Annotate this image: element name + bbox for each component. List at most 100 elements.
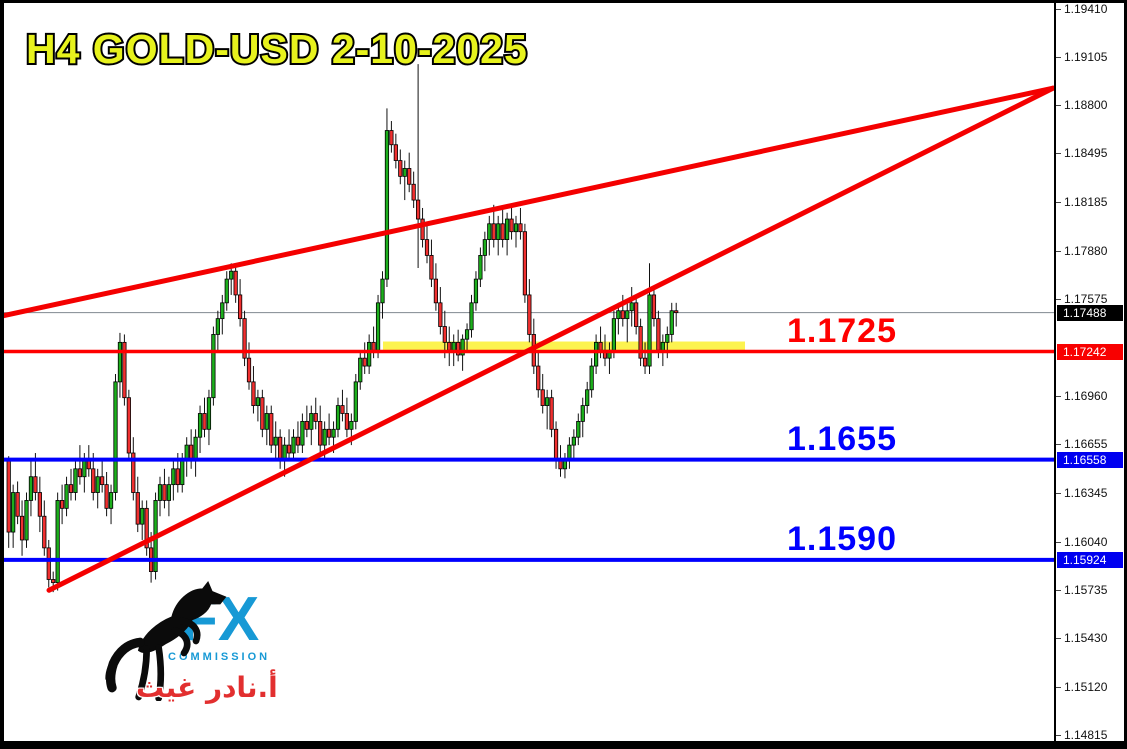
bear-candle-body: [540, 389, 545, 406]
bull-candle-body: [496, 223, 501, 240]
bull-candle-body: [451, 341, 456, 351]
horse-logo-icon: [105, 581, 227, 701]
bull-candle-body: [585, 389, 590, 406]
bear-candle-body: [651, 294, 657, 320]
bear-candle-body: [6, 460, 11, 533]
axis-tick-mark: [1056, 8, 1061, 10]
bear-candle-body: [371, 341, 376, 351]
bull-candle-body: [331, 428, 336, 438]
bull-candle-body: [193, 436, 198, 462]
bear-candle-body: [344, 413, 350, 430]
chart-title-banner: H4 GOLD-USD 2-10-2025: [24, 24, 529, 74]
trend-line: [46, 85, 1054, 593]
bull-candle-body: [273, 436, 278, 446]
bear-candle-body: [527, 294, 532, 335]
bear-candle-body: [242, 318, 247, 359]
bear-candle-body: [131, 452, 136, 493]
bear-candle-body: [91, 468, 96, 493]
bear-candle-body: [518, 223, 523, 233]
bull-candle-body: [171, 468, 176, 486]
bull-candle-body: [255, 397, 260, 406]
bull-candle-body: [215, 318, 220, 335]
bull-candle-body: [464, 329, 470, 340]
bull-candle-body: [211, 334, 216, 399]
bear-candle-body: [536, 365, 541, 391]
bear-candle-body: [278, 436, 283, 462]
bear-candle-body: [447, 341, 452, 351]
bear-candle-body: [77, 468, 82, 478]
bear-candle-body: [389, 130, 394, 146]
axis-tick-mark: [1056, 735, 1061, 737]
highlight-band: [383, 341, 745, 351]
bull-candle-body: [95, 476, 100, 493]
bear-candle-body: [100, 476, 105, 486]
bull-candle-body: [478, 255, 483, 280]
bull-candle-body: [513, 223, 519, 233]
bull-candle-body: [625, 310, 630, 320]
axis-tick-label: 1.19410: [1064, 3, 1108, 16]
level-label: 1.1590: [787, 519, 897, 558]
bear-candle-body: [135, 492, 140, 525]
bull-candle-body: [28, 476, 34, 501]
bear-candle-body: [598, 341, 603, 351]
bear-candle-body: [642, 357, 648, 367]
support-1-tag: 1.16558: [1057, 451, 1123, 468]
bear-candle-body: [407, 168, 412, 185]
bull-candle-body: [82, 460, 87, 478]
bear-candle-body: [522, 231, 528, 296]
bull-candle-body: [469, 302, 474, 331]
bull-candle-body: [108, 492, 114, 509]
bull-candle-body: [300, 420, 305, 446]
bull-candle-body: [576, 420, 581, 438]
bull-candle-body: [197, 413, 203, 438]
bear-candle-body: [456, 341, 461, 356]
axis-tick-mark: [1056, 298, 1061, 300]
bear-candle-body: [313, 413, 318, 422]
bear-candle-body: [304, 420, 309, 430]
bull-candle-body: [224, 278, 229, 304]
axis-tick-label: 1.17880: [1064, 243, 1108, 258]
bull-candle-body: [335, 405, 341, 430]
level-label: 1.1725: [787, 311, 897, 350]
bull-candle-body: [117, 341, 123, 383]
brand-watermark: FX COMMISSION أ.نادر غيث: [92, 581, 322, 731]
bull-candle-body: [580, 405, 585, 422]
bear-candle-body: [326, 428, 332, 438]
bull-candle-body: [166, 484, 171, 501]
bull-candle-body: [322, 428, 327, 446]
bear-candle-body: [362, 357, 367, 367]
bear-candle-body: [549, 397, 554, 430]
axis-tick-label: 1.18800: [1064, 98, 1108, 113]
bull-candle-body: [647, 294, 652, 367]
bear-candle-body: [553, 428, 559, 462]
axis-tick-label: 1.15735: [1064, 582, 1108, 597]
axis-tick-mark: [1056, 493, 1061, 495]
bear-candle-body: [37, 492, 42, 517]
bear-candle-body: [86, 460, 91, 470]
axis-tick-label: 1.15120: [1064, 679, 1108, 694]
bear-candle-body: [19, 515, 25, 541]
bear-candle-body: [638, 326, 643, 359]
axis-tick-mark: [1056, 250, 1061, 252]
page-title: H4 GOLD-USD 2-10-2025: [26, 26, 528, 72]
axis-tick-label: 1.18495: [1064, 146, 1108, 161]
bull-candle-body: [504, 218, 510, 240]
bear-candle-body: [202, 413, 207, 430]
commission-logo-text: COMMISSION: [168, 651, 271, 663]
bear-candle-body: [340, 405, 345, 414]
bull-candle-body: [375, 302, 381, 351]
bear-candle-body: [398, 160, 403, 177]
chart-plot-area[interactable]: H4 GOLD-USD 2-10-2025 1.1725 1.1655 1.1590…: [4, 3, 1054, 741]
axis-tick-label: 1.16960: [1064, 389, 1108, 404]
price-axis[interactable]: 1.19410 1.19105 1.18800 1.18495 1.18185 1.178…: [1056, 3, 1124, 741]
bull-candle-body: [402, 168, 407, 177]
axis-tick-mark: [1056, 202, 1061, 204]
bear-candle-body: [33, 476, 38, 493]
bear-candle-body: [295, 436, 301, 446]
bull-candle-body: [665, 334, 670, 343]
trend-line: [4, 85, 1054, 319]
bull-candle-body: [571, 436, 576, 446]
bear-candle-body: [415, 199, 421, 220]
bear-candle-body: [237, 294, 243, 320]
bull-candle-body: [367, 341, 372, 367]
